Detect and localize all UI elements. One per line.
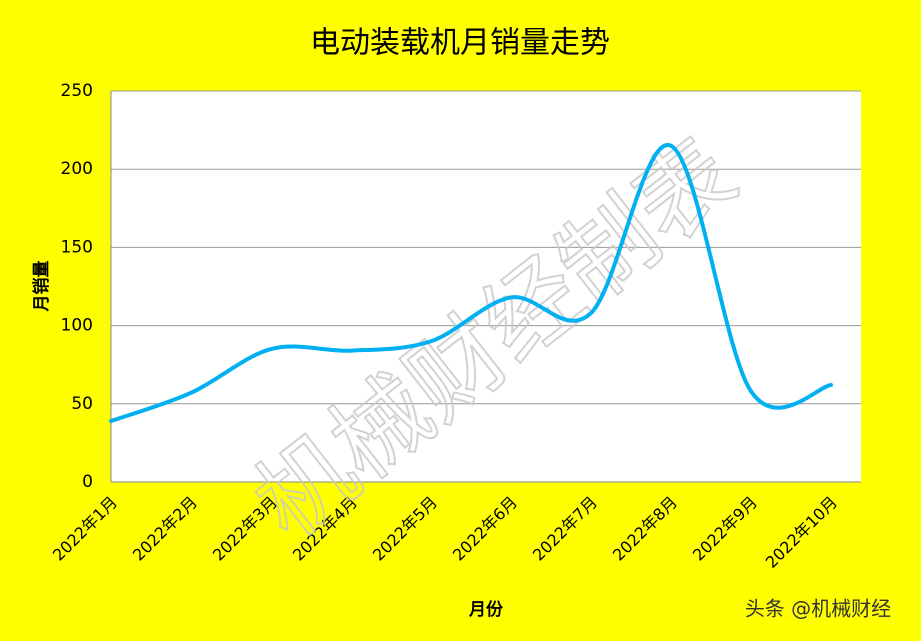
y-tick-label: 0 — [82, 472, 93, 492]
y-tick-label: 100 — [61, 316, 93, 336]
source: 头条 @机械财经 — [745, 597, 891, 621]
line — [109, 143, 833, 424]
plot-area — [111, 91, 861, 482]
y-tick-label: 200 — [61, 159, 93, 179]
y-tick-label: 50 — [71, 394, 93, 414]
y-tick-label: 150 — [61, 237, 93, 257]
chart-title: 电动装载机月销量走势 — [310, 26, 610, 61]
y-axis-label: 月销量 — [31, 261, 52, 313]
x-axis-label: 月份 — [468, 599, 504, 620]
y-tick-label: 250 — [61, 81, 93, 101]
